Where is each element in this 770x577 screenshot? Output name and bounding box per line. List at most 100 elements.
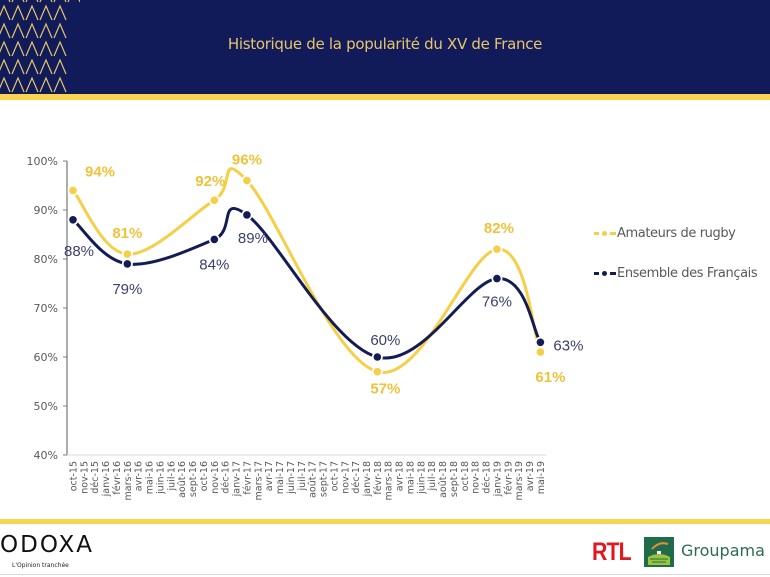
y-tick-label: 50% — [34, 400, 58, 413]
data-label: 84% — [199, 256, 229, 273]
y-tick-label: 40% — [34, 449, 58, 462]
legend-item-ensemble: Ensemble des Français — [594, 266, 758, 281]
chevron-mark — [25, 0, 39, 3]
chevron-mark — [11, 4, 25, 21]
data-label: 76% — [482, 294, 512, 311]
chevron-mark — [53, 40, 67, 57]
data-point — [123, 260, 132, 268]
x-tick-label: déc-15 — [90, 461, 101, 494]
data-point — [493, 245, 501, 253]
line-chart: 40% 50% 60% 70% 80% 90% 100% oct-15 nov-15 déc-15… — [27, 152, 584, 501]
x-tick-label: juil-18 — [427, 461, 438, 491]
groupama-logo-text: Groupama — [681, 541, 765, 560]
x-tick-label: mai-18 — [405, 461, 416, 494]
x-tick-label: mai-17 — [275, 461, 286, 494]
chevron-mark — [53, 4, 67, 21]
chevron-mark — [25, 40, 39, 57]
data-label: 79% — [112, 281, 142, 298]
x-tick-label: févr-19 — [503, 461, 514, 495]
footer-divider — [0, 574, 770, 575]
chevron-mark — [25, 4, 39, 21]
chevron-mark — [11, 40, 25, 57]
data-point — [210, 235, 219, 244]
x-tick-label: avr-19 — [525, 461, 536, 491]
chevron-mark — [53, 22, 67, 39]
data-point — [536, 348, 545, 356]
data-point — [243, 211, 251, 219]
x-tick-label: mai-16 — [145, 461, 156, 494]
odoxa-tagline: L'Opinion tranchée — [12, 562, 69, 569]
series-line-rugby — [71, 167, 542, 374]
data-point — [210, 196, 219, 204]
legend-swatch-rugby — [594, 230, 616, 236]
y-tick-label: 100% — [27, 155, 58, 168]
x-tick-label: juin-17 — [286, 461, 297, 495]
data-point — [373, 367, 382, 376]
legend-item-rugby: Amateurs de rugby — [594, 226, 736, 241]
x-tick-label: mai-19 — [536, 461, 547, 494]
chevron-mark — [0, 40, 11, 57]
x-tick-label: sept-16 — [188, 461, 199, 497]
data-label: 96% — [232, 152, 262, 169]
chevron-mark — [11, 22, 25, 39]
page-title: Historique de la popularité du XV de Fra… — [227, 35, 543, 53]
chevron-mark — [0, 4, 11, 21]
chevron-mark — [53, 0, 67, 3]
chevron-mark — [11, 0, 25, 3]
x-tick-label: nov-18 — [471, 461, 482, 494]
footer-accent-band — [0, 519, 770, 524]
y-tick-label: 80% — [34, 253, 58, 266]
x-tick-label: août-18 — [438, 461, 449, 498]
x-tick-label: août-16 — [177, 461, 188, 498]
x-tick-label: oct-15 — [69, 461, 80, 491]
chevron-mark — [0, 22, 11, 39]
chevron-mark — [11, 58, 25, 75]
x-tick-label: oct-18 — [460, 461, 471, 491]
data-label: 57% — [370, 381, 400, 398]
x-tick-label: juil-17 — [297, 461, 308, 491]
x-tick-label: juil-16 — [166, 461, 177, 491]
x-tick-label: mars-17 — [253, 461, 264, 500]
x-tick-label: sept-17 — [319, 461, 330, 497]
data-label: 92% — [195, 173, 225, 190]
chevron-mark — [39, 58, 53, 75]
x-tick-label: sept-18 — [449, 461, 460, 497]
x-tick-label: avr-18 — [395, 461, 406, 491]
x-tick-label: janv-17 — [232, 461, 243, 497]
data-label: 82% — [484, 220, 514, 237]
data-point — [123, 250, 132, 258]
header-banner: Historique de la popularité du XV de Fra… — [0, 0, 770, 94]
chevron-mark — [39, 0, 53, 3]
x-tick-label: déc-16 — [221, 461, 232, 494]
x-tick-label: févr-16 — [112, 461, 123, 495]
x-tick-label: janv-16 — [101, 461, 112, 497]
x-tick-label: août-17 — [308, 461, 319, 498]
header-accent-band — [0, 94, 770, 100]
x-tick-label: févr-17 — [242, 461, 253, 495]
chevron-mark — [0, 76, 11, 93]
x-tick-label: oct-16 — [199, 461, 210, 491]
x-tick-label: mars-18 — [384, 461, 395, 500]
data-label: 81% — [112, 225, 142, 242]
data-label: 94% — [85, 163, 115, 180]
chevron-mark — [25, 76, 39, 93]
x-tick-label: mars-16 — [123, 461, 134, 500]
data-point — [373, 353, 382, 361]
chevron-mark — [53, 76, 67, 93]
data-point — [493, 274, 501, 283]
chevron-pattern-decoration — [0, 0, 80, 93]
data-label: 60% — [370, 332, 400, 349]
data-point — [69, 186, 77, 195]
chevron-mark — [39, 76, 53, 93]
data-label: 89% — [238, 230, 268, 247]
chevron-mark — [8, 0, 11, 3]
odoxa-logo: ODOXA — [0, 532, 94, 558]
x-tick-label: nov-16 — [210, 461, 221, 494]
x-tick-label: mars-19 — [514, 461, 525, 500]
x-tick-label: juin-16 — [155, 461, 166, 495]
chevron-mark — [67, 0, 80, 3]
x-tick-label: oct-17 — [329, 461, 340, 491]
chevron-mark — [39, 4, 53, 21]
data-point — [243, 176, 251, 185]
y-tick-label: 70% — [34, 302, 58, 315]
